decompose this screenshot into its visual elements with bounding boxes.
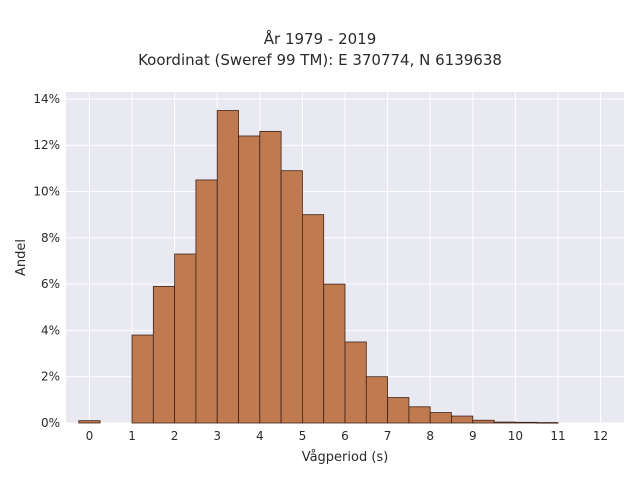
histogram-bar [280, 170, 303, 424]
histogram-bar [302, 214, 325, 424]
y-axis-title: Andel [14, 239, 29, 276]
y-tick-label: 6% [41, 277, 60, 291]
histogram-bar [216, 110, 239, 424]
histogram-bar [323, 283, 346, 424]
y-tick-label: 12% [33, 138, 60, 152]
chart-subtitle: Koordinat (Sweref 99 TM): E 370774, N 61… [138, 51, 502, 69]
histogram-bar [514, 421, 538, 424]
histogram-bar [429, 412, 452, 424]
x-tick-label: 7 [384, 429, 392, 443]
histogram-bar [259, 130, 282, 424]
x-tick-label: 5 [299, 429, 307, 443]
histogram-bar [451, 415, 474, 424]
chart-title: År 1979 - 2019 [263, 30, 377, 48]
histogram-bar [536, 422, 559, 424]
histogram-bar [387, 397, 410, 424]
x-tick-label: 0 [86, 429, 94, 443]
y-tick-label: 2% [41, 370, 60, 384]
x-tick-label: 2 [171, 429, 179, 443]
y-tick-label: 4% [41, 323, 60, 337]
histogram-bar [131, 334, 154, 424]
x-tick-label: 9 [469, 429, 477, 443]
histogram-bar [365, 376, 388, 424]
histogram-bar [472, 419, 495, 424]
y-tick-label: 10% [33, 185, 60, 199]
histogram-bar [174, 253, 197, 424]
x-tick-label: 10 [508, 429, 523, 443]
histogram-bar [238, 135, 261, 424]
histogram-bar [152, 286, 176, 424]
x-tick-label: 8 [426, 429, 434, 443]
histogram-bar [493, 421, 516, 424]
histogram-bar [344, 341, 367, 424]
y-tick-label: 8% [41, 231, 60, 245]
histogram-bar [408, 406, 431, 424]
x-axis-title: Vågperiod (s) [302, 450, 389, 465]
y-tick-label: 14% [33, 92, 60, 106]
x-tick-label: 6 [341, 429, 349, 443]
y-tick-label: 0% [41, 416, 60, 430]
x-tick-label: 12 [593, 429, 608, 443]
x-tick-label: 11 [550, 429, 565, 443]
x-tick-label: 4 [256, 429, 264, 443]
x-tick-label: 1 [128, 429, 136, 443]
histogram-bar [195, 179, 218, 424]
x-tick-label: 3 [213, 429, 221, 443]
histogram-bar [78, 420, 101, 424]
